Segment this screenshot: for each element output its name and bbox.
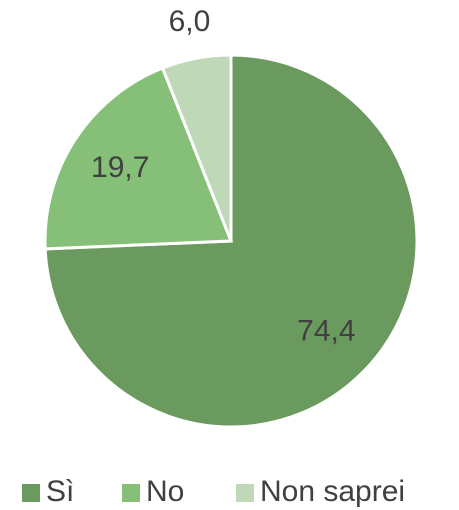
legend-swatch [22,484,40,502]
legend-label: Non saprei [260,475,405,508]
pie-slice [160,53,233,242]
legend-swatch [122,484,140,502]
legend-swatch [236,484,254,502]
data-label: 74,4 [297,314,355,347]
data-label: 19,7 [91,151,149,184]
pie-slice [43,66,234,251]
legend-label: No [146,475,184,508]
data-label: 6,0 [169,5,211,38]
legend-label: Sì [46,475,74,508]
